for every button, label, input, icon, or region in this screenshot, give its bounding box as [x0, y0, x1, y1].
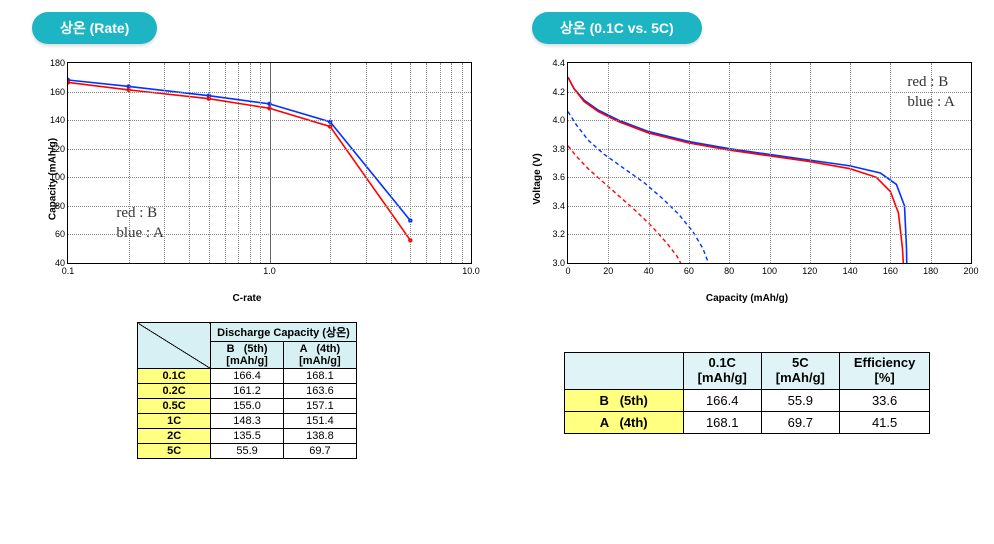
- b-cell: 161.2: [211, 384, 284, 399]
- b-cell: 166.4: [211, 369, 284, 384]
- layout: 상온 (Rate) Capacity (mAh/g) red : B blue …: [12, 12, 982, 459]
- c2: 69.7: [761, 411, 839, 433]
- ytick: 120: [50, 144, 65, 154]
- xtick: 0: [565, 266, 570, 276]
- xtick: 10.0: [462, 266, 480, 276]
- ytick: 80: [55, 201, 65, 211]
- xtick: 200: [963, 266, 978, 276]
- xtick: 160: [883, 266, 898, 276]
- xtick: 60: [684, 266, 694, 276]
- voltage-plot-area: red : B blue : A 3.03.23.43.63.84.04.24.…: [567, 62, 972, 264]
- discharge-table: Discharge Capacity (상온) B (5th) [mAh/g] …: [137, 322, 357, 459]
- table-row: 5C55.969.7: [138, 444, 357, 459]
- rate-cell: 1C: [138, 414, 211, 429]
- table-row: 0.1C166.4168.1: [138, 369, 357, 384]
- rate-cell: 0.5C: [138, 399, 211, 414]
- rate-xlabel: C-rate: [233, 293, 262, 304]
- xtick: 180: [923, 266, 938, 276]
- xtick: 140: [843, 266, 858, 276]
- xtick: 40: [644, 266, 654, 276]
- a-cell: 151.4: [283, 414, 356, 429]
- voltage-chart: Voltage (V) red : B blue : A 3.03.23.43.…: [512, 54, 982, 304]
- a-cell: 69.7: [283, 444, 356, 459]
- sample-cell: B (5th): [564, 389, 683, 411]
- c3: 33.6: [839, 389, 929, 411]
- right-column: 상온 (0.1C vs. 5C) Voltage (V) red : B blu…: [512, 12, 982, 459]
- a-cell: 157.1: [283, 399, 356, 414]
- a-cell: 168.1: [283, 369, 356, 384]
- ytick: 160: [50, 87, 65, 97]
- b-cell: 55.9: [211, 444, 284, 459]
- ytick: 3.8: [552, 144, 565, 154]
- table-row: 0.5C155.0157.1: [138, 399, 357, 414]
- rate-plot-area: red : B blue : A 4060801001201401601800.…: [67, 62, 472, 264]
- left-column: 상온 (Rate) Capacity (mAh/g) red : B blue …: [12, 12, 482, 459]
- xtick: 20: [603, 266, 613, 276]
- pill-vc: 상온 (0.1C vs. 5C): [532, 12, 702, 44]
- c2: 55.9: [761, 389, 839, 411]
- rate-cell: 2C: [138, 429, 211, 444]
- table-row: 0.2C161.2163.6: [138, 384, 357, 399]
- ytick: 3.2: [552, 229, 565, 239]
- xtick: 1.0: [263, 266, 276, 276]
- ytick: 3.0: [552, 258, 565, 268]
- table-row: 1C148.3151.4: [138, 414, 357, 429]
- c1: 166.4: [683, 389, 761, 411]
- eff-h3: Efficiency [%]: [839, 353, 929, 390]
- voltage-ylabel: Voltage (V): [532, 153, 543, 204]
- voltage-xlabel: Capacity (mAh/g): [706, 293, 788, 304]
- col-b: B (5th) [mAh/g]: [211, 342, 284, 369]
- ytick: 4.0: [552, 115, 565, 125]
- table-row: 2C135.5138.8: [138, 429, 357, 444]
- rate-cell: 0.2C: [138, 384, 211, 399]
- c3: 41.5: [839, 411, 929, 433]
- pill-rate: 상온 (Rate): [32, 12, 157, 44]
- a-cell: 138.8: [283, 429, 356, 444]
- c1: 168.1: [683, 411, 761, 433]
- efficiency-table: 0.1C [mAh/g] 5C [mAh/g] Efficiency [%] B…: [564, 352, 931, 434]
- ytick: 3.6: [552, 172, 565, 182]
- col-a: A (4th) [mAh/g]: [283, 342, 356, 369]
- eff-diag: [564, 353, 683, 390]
- ytick: 4.4: [552, 58, 565, 68]
- xtick: 100: [762, 266, 777, 276]
- table-row: B (5th)166.455.933.6: [564, 389, 930, 411]
- ytick: 3.4: [552, 201, 565, 211]
- ytick: 4.2: [552, 87, 565, 97]
- b-cell: 155.0: [211, 399, 284, 414]
- b-cell: 148.3: [211, 414, 284, 429]
- sample-cell: A (4th): [564, 411, 683, 433]
- rate-cell: 5C: [138, 444, 211, 459]
- b-cell: 135.5: [211, 429, 284, 444]
- ytick: 180: [50, 58, 65, 68]
- discharge-title: Discharge Capacity (상온): [211, 323, 357, 342]
- xtick: 80: [724, 266, 734, 276]
- ytick: 60: [55, 229, 65, 239]
- ytick: 100: [50, 172, 65, 182]
- rate-chart: Capacity (mAh/g) red : B blue : A 406080…: [12, 54, 482, 304]
- rate-legend: red : B blue : A: [116, 204, 164, 243]
- rate-cell: 0.1C: [138, 369, 211, 384]
- ytick: 140: [50, 115, 65, 125]
- xtick: 120: [802, 266, 817, 276]
- table-row: A (4th)168.169.741.5: [564, 411, 930, 433]
- a-cell: 163.6: [283, 384, 356, 399]
- diag-cell: [138, 323, 211, 369]
- eff-h1: 0.1C [mAh/g]: [683, 353, 761, 390]
- eff-h2: 5C [mAh/g]: [761, 353, 839, 390]
- xtick: 0.1: [62, 266, 75, 276]
